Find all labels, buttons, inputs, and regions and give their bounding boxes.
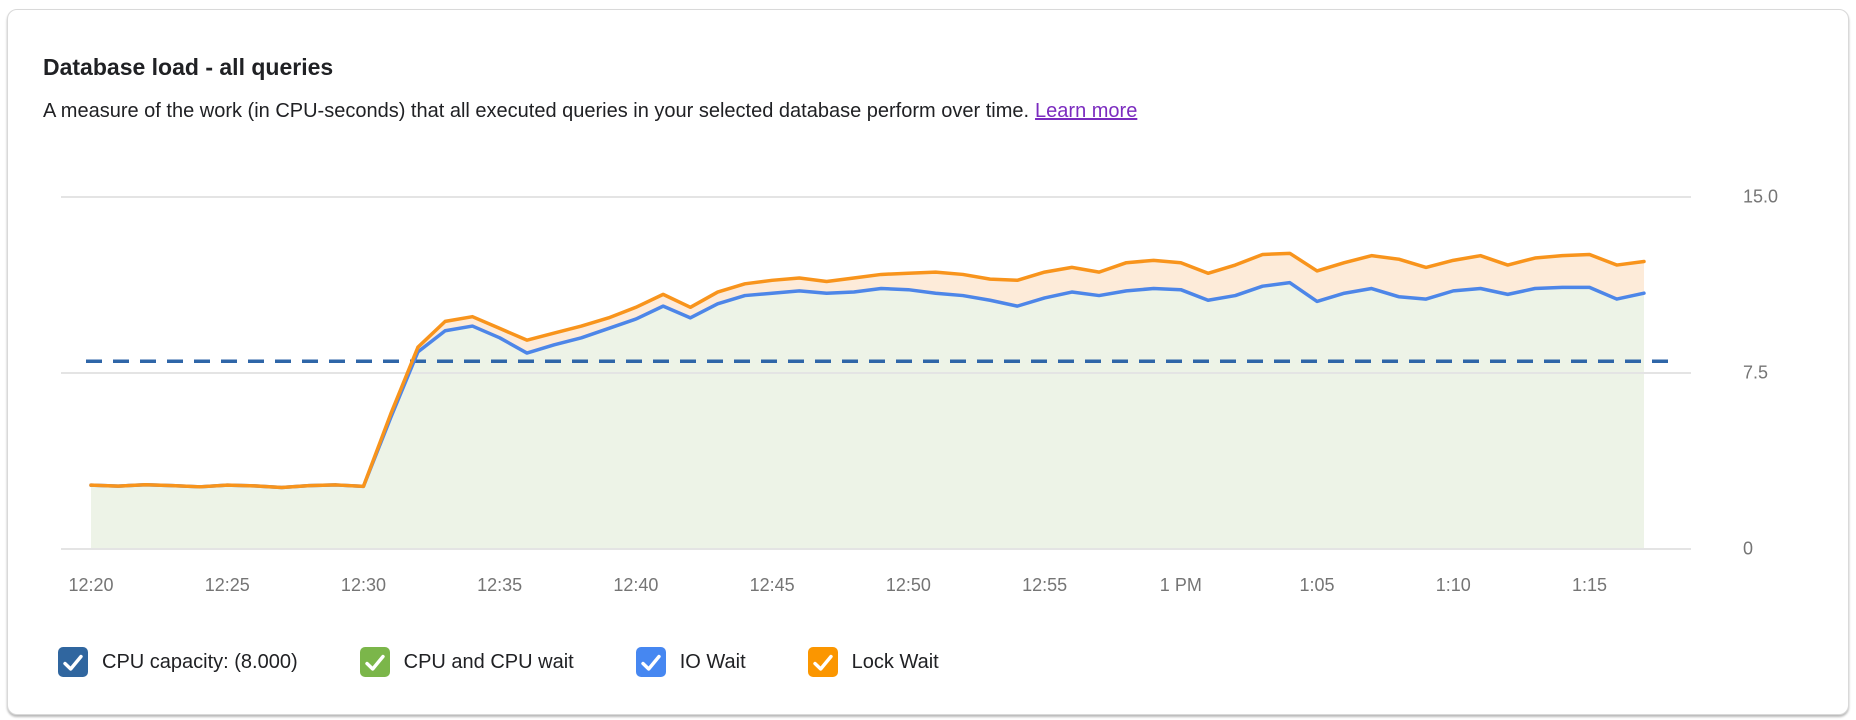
learn-more-link[interactable]: Learn more [1035, 100, 1138, 122]
checkmark-icon [812, 654, 833, 671]
legend-item-cpu-capacity[interactable]: CPU capacity: (8.000) [58, 647, 298, 677]
checkmark-icon [641, 654, 661, 671]
y-tick-label-15.0: 15.0 [1743, 186, 1779, 207]
x-tick-label-1-10: 1:10 [1435, 575, 1471, 595]
x-tick-label-12-25: 12:25 [204, 575, 250, 595]
legend-item-cpu-and-cpu-wait[interactable]: CPU and CPU wait [359, 647, 574, 677]
x-tick-label-12-30: 12:30 [340, 575, 386, 595]
cpu-and-cpu-wait-area [91, 282, 1644, 549]
chart-legend: CPU capacity: (8.000) CPU and CPU wait I… [58, 647, 1001, 677]
chart-plot-area[interactable] [61, 151, 1701, 571]
legend-label-cpu-and-cpu-wait: CPU and CPU wait [403, 650, 574, 673]
lock-wait-line [89, 251, 1646, 490]
page-title: Database load - all queries [43, 54, 334, 80]
checkmark-icon [63, 654, 83, 671]
chart-region: 0 7.5 15.0 12:20 12:25 12:30 12:35 12:40 12:45 1… [61, 151, 1803, 595]
cpu-and-cpu-wait-checkbox[interactable] [359, 647, 390, 677]
x-tick-label-1-15: 1:15 [1571, 575, 1608, 595]
legend-label-lock-wait: Lock Wait [851, 650, 939, 673]
x-tick-label-12-40: 12:40 [613, 575, 659, 595]
lock-wait-checkbox[interactable] [807, 647, 838, 677]
legend-label-io-wait: IO Wait [679, 650, 746, 673]
lock-wait-area [91, 253, 1644, 488]
x-tick-label-12-50: 12:50 [885, 575, 931, 595]
database-load-card: Database load - all queries A measure of… [7, 9, 1849, 715]
legend-label-cpu-capacity: CPU capacity: (8.000) [102, 650, 298, 673]
checkmark-icon [364, 654, 385, 671]
card-subtitle: A measure of the work (in CPU-seconds) t… [43, 100, 1137, 123]
x-axis: 12:20 12:25 12:30 12:35 12:40 12:45 12:50 12:55… [61, 575, 1741, 605]
y-tick-label-0: 0 [1743, 538, 1754, 559]
legend-item-lock-wait[interactable]: Lock Wait [807, 647, 939, 677]
x-tick-label-1-PM: 1 PM [1159, 575, 1202, 595]
subtitle-text: A measure of the work (in CPU-seconds) t… [43, 100, 1030, 122]
x-tick-label-1-05: 1:05 [1299, 575, 1335, 595]
x-tick-label-12-55: 12:55 [1022, 575, 1068, 595]
x-tick-label-12-20: 12:20 [68, 575, 114, 595]
legend-item-io-wait[interactable]: IO Wait [635, 647, 746, 677]
y-tick-label-7.5: 7.5 [1743, 362, 1769, 383]
x-tick-label-12-45: 12:45 [749, 575, 795, 595]
y-axis: 0 7.5 15.0 [1743, 151, 1803, 571]
cpu-capacity-checkbox[interactable] [58, 647, 88, 677]
io-wait-checkbox[interactable] [635, 647, 666, 677]
x-tick-label-12-35: 12:35 [477, 575, 523, 595]
